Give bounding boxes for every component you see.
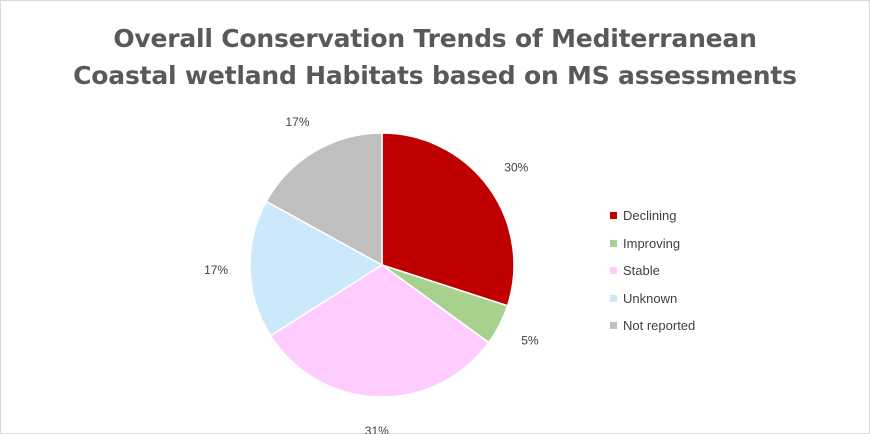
legend-item-unknown: Unknown [610,285,695,313]
legend-swatch [610,212,617,220]
legend-item-improving: Improving [610,230,695,258]
chart-title-line-1: Overall Conservation Trends of Mediterra… [113,24,757,53]
legend-label: Unknown [623,290,678,306]
data-label-unknown: 17% [204,263,228,277]
legend-swatch [610,267,617,275]
legend: Declining Improving Stable Unknown Not repor… [610,202,695,340]
legend-item-not-reported: Not reported [610,312,695,340]
pie-slice-stable [269,264,490,398]
data-label-not-reported: 17% [285,115,309,129]
legend-swatch [610,294,617,302]
chart-title-line-2: Coastal wetland Habitats based on MS ass… [73,61,797,90]
pie-slice-not-reported [265,132,383,267]
legend-label: Declining [623,208,677,224]
pie-slice-declining [381,132,515,307]
data-label-improving: 5% [521,333,539,347]
data-label-declining: 30% [504,160,528,174]
legend-swatch [610,239,617,247]
legend-label: Improving [623,235,681,251]
legend-item-stable: Stable [610,257,695,285]
pie-slice-unknown [249,200,384,337]
legend-item-declining: Declining [610,202,695,230]
legend-label: Not reported [623,318,696,334]
chart-title: Overall Conservation Trends of Mediterra… [0,20,870,94]
data-label-stable: 31% [365,424,389,434]
legend-swatch [610,322,617,330]
legend-label: Stable [623,263,660,279]
